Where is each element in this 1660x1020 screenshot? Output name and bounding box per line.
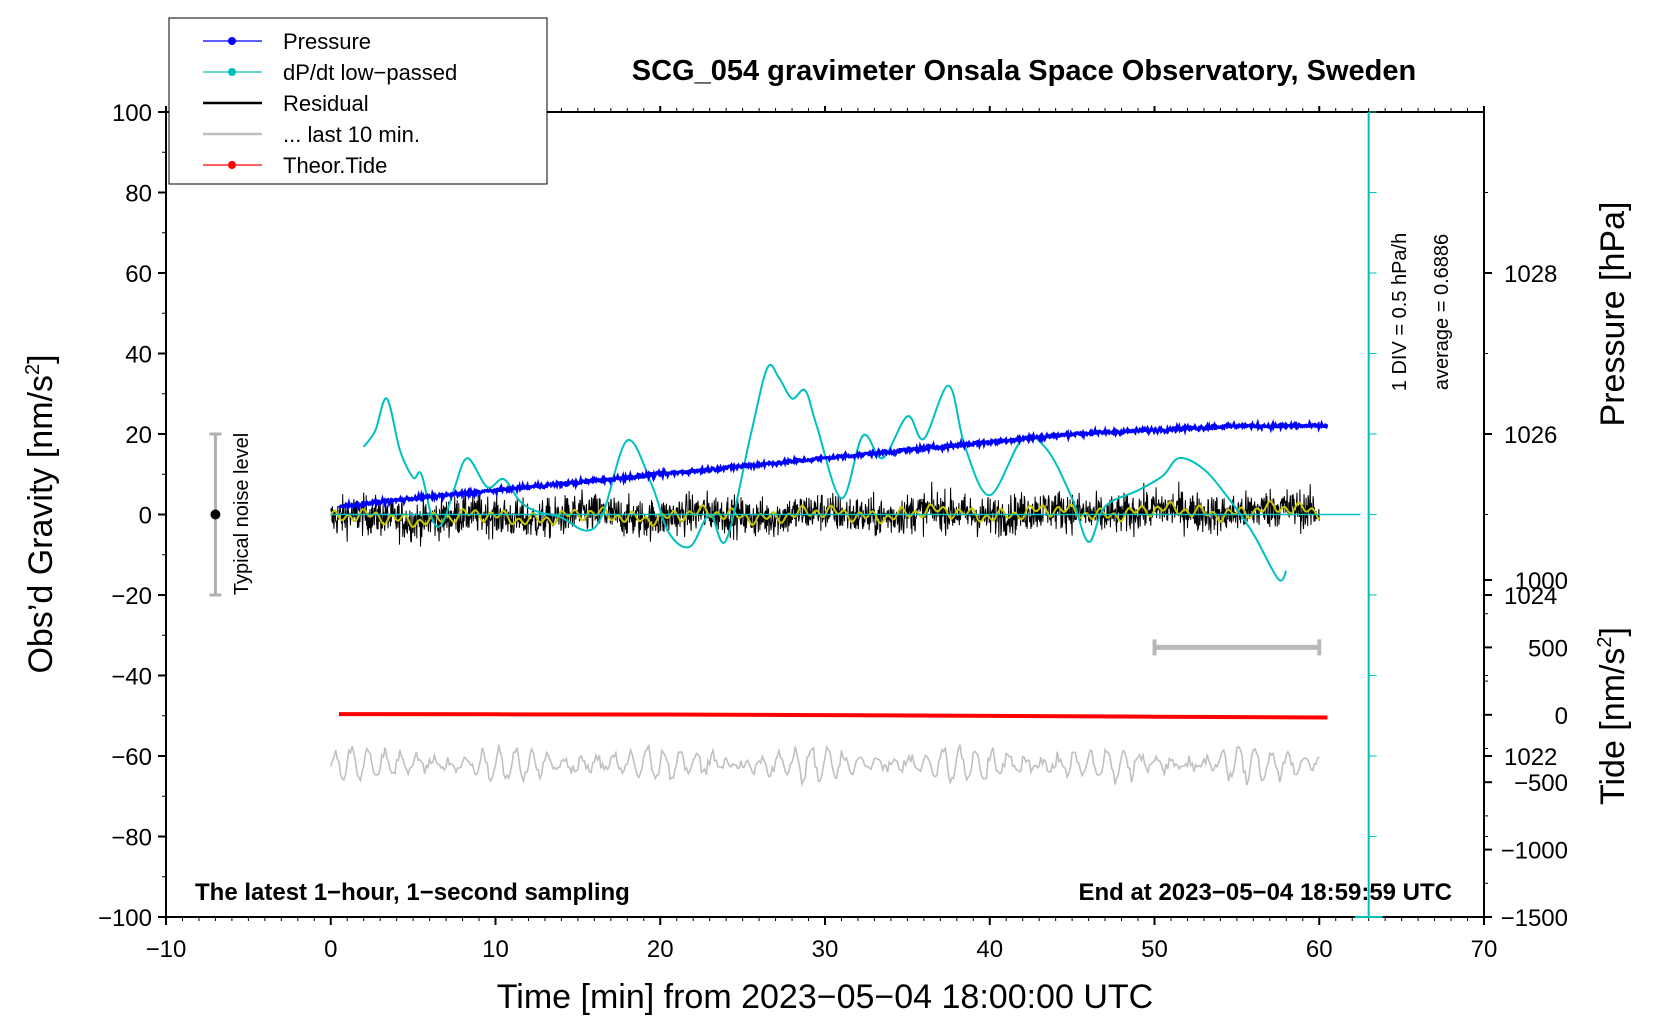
x-tick-label: 10 bbox=[482, 936, 509, 963]
residual-line bbox=[330, 481, 1320, 547]
pressure-tick-label: 1024 bbox=[1504, 583, 1557, 610]
annotations bbox=[209, 111, 1383, 918]
y-tick-label: 60 bbox=[125, 261, 152, 288]
x-tick-label: 60 bbox=[1306, 936, 1333, 963]
y-axis-label-tide: Tide [nm/s2] bbox=[1594, 627, 1632, 805]
tide-tick-label: 1000 bbox=[1515, 568, 1568, 595]
pressure-line bbox=[337, 418, 1329, 512]
y-axis-label-gravity: Obs’d Gravity [nm/s2] bbox=[22, 354, 60, 673]
legend-label: Residual bbox=[283, 91, 369, 116]
x-tick-label: −10 bbox=[146, 936, 187, 963]
y-axis-pressure: 1028 1026 1024 1022 bbox=[1484, 192, 1557, 837]
y-tick-label: 20 bbox=[125, 422, 152, 449]
series-residual bbox=[330, 481, 1320, 547]
x-tick-label: 50 bbox=[1141, 936, 1168, 963]
y-tick-label: 40 bbox=[125, 342, 152, 369]
legend-marker bbox=[228, 161, 236, 169]
pressure-tick-label: 1026 bbox=[1504, 422, 1557, 449]
tide-tick-label: −1500 bbox=[1501, 905, 1568, 932]
y-tick-label: −100 bbox=[98, 905, 152, 932]
series-dpdt bbox=[362, 363, 1288, 582]
last-10-min-line bbox=[330, 744, 1320, 788]
legend-marker bbox=[228, 37, 236, 45]
legend-box bbox=[168, 17, 548, 185]
note-end-time: End at 2023−05−04 18:59:59 UTC bbox=[1078, 879, 1452, 906]
y-tick-label: −20 bbox=[111, 583, 152, 610]
noise-bar-center-dot bbox=[210, 509, 221, 520]
x-tick-label: 20 bbox=[647, 936, 674, 963]
x-axis: −10 0 10 20 30 40 50 60 70 bbox=[146, 106, 1498, 963]
y-tick-label: 80 bbox=[125, 181, 152, 208]
y-tick-label: −80 bbox=[111, 825, 152, 852]
x-tick-label: 70 bbox=[1471, 936, 1498, 963]
legend: Pressure dP/dt low−passed Residual ... last… bbox=[168, 17, 548, 185]
legend-label: Pressure bbox=[283, 29, 371, 54]
theor-tide-line bbox=[338, 712, 1328, 720]
y-axis-label-pressure: Pressure [hPa] bbox=[1594, 202, 1632, 427]
y-tick-label: −60 bbox=[111, 744, 152, 771]
y-tick-label: 0 bbox=[139, 503, 152, 530]
chart-title: SCG_054 gravimeter Onsala Space Observat… bbox=[632, 55, 1416, 87]
legend-label: Theor.Tide bbox=[283, 153, 387, 178]
tide-tick-label: −500 bbox=[1514, 770, 1568, 797]
series-last-10-min bbox=[330, 744, 1320, 788]
y-tick-label: −40 bbox=[111, 664, 152, 691]
x-tick-label: 40 bbox=[976, 936, 1003, 963]
noise-level-label: Typical noise level bbox=[231, 433, 253, 595]
y-axis-tide: 1000 500 0 −500 −1000 −1500 bbox=[1484, 568, 1568, 932]
series-pressure bbox=[337, 418, 1329, 512]
tide-tick-label: 500 bbox=[1528, 635, 1568, 662]
x-tick-label: 0 bbox=[324, 936, 337, 963]
series-theor-tide bbox=[338, 712, 1328, 720]
tide-tick-label: −1000 bbox=[1501, 838, 1568, 865]
y-axis-gravity: 100 80 60 40 20 0 −20 −40 −60 −80 −100 bbox=[98, 100, 166, 932]
legend-label: dP/dt low−passed bbox=[283, 60, 457, 85]
legend-marker bbox=[228, 68, 236, 76]
x-axis-label: Time [min] from 2023−05−04 18:00:00 UTC bbox=[497, 978, 1153, 1016]
pressure-tick-label: 1028 bbox=[1504, 261, 1557, 288]
residual-smoothed-line bbox=[329, 499, 1321, 529]
dpdt-line bbox=[362, 363, 1288, 582]
x-tick-label: 30 bbox=[812, 936, 839, 963]
scale-average-label: average = 0.6886 bbox=[1431, 234, 1453, 390]
series-residual-smoothed bbox=[329, 499, 1321, 529]
tide-tick-label: 0 bbox=[1555, 703, 1568, 730]
legend-label: ... last 10 min. bbox=[283, 122, 420, 147]
note-sampling: The latest 1−hour, 1−second sampling bbox=[195, 879, 630, 906]
pressure-tick-label: 1022 bbox=[1504, 744, 1557, 771]
y-tick-label: 100 bbox=[112, 100, 152, 127]
scale-div-label: 1 DIV = 0.5 hPa/h bbox=[1389, 233, 1411, 391]
